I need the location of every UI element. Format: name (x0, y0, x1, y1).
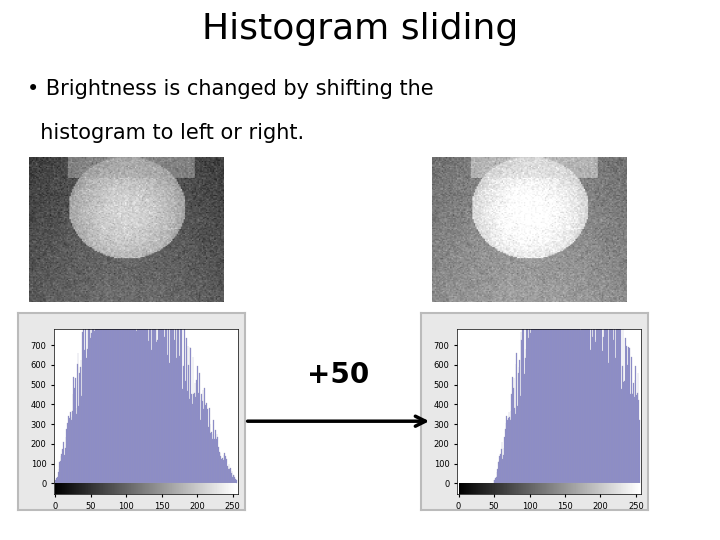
Text: +50: +50 (307, 361, 369, 389)
Text: • Brightness is changed by shifting the: • Brightness is changed by shifting the (27, 79, 434, 99)
Text: Histogram sliding: Histogram sliding (202, 12, 518, 46)
Text: histogram to left or right.: histogram to left or right. (27, 123, 305, 143)
